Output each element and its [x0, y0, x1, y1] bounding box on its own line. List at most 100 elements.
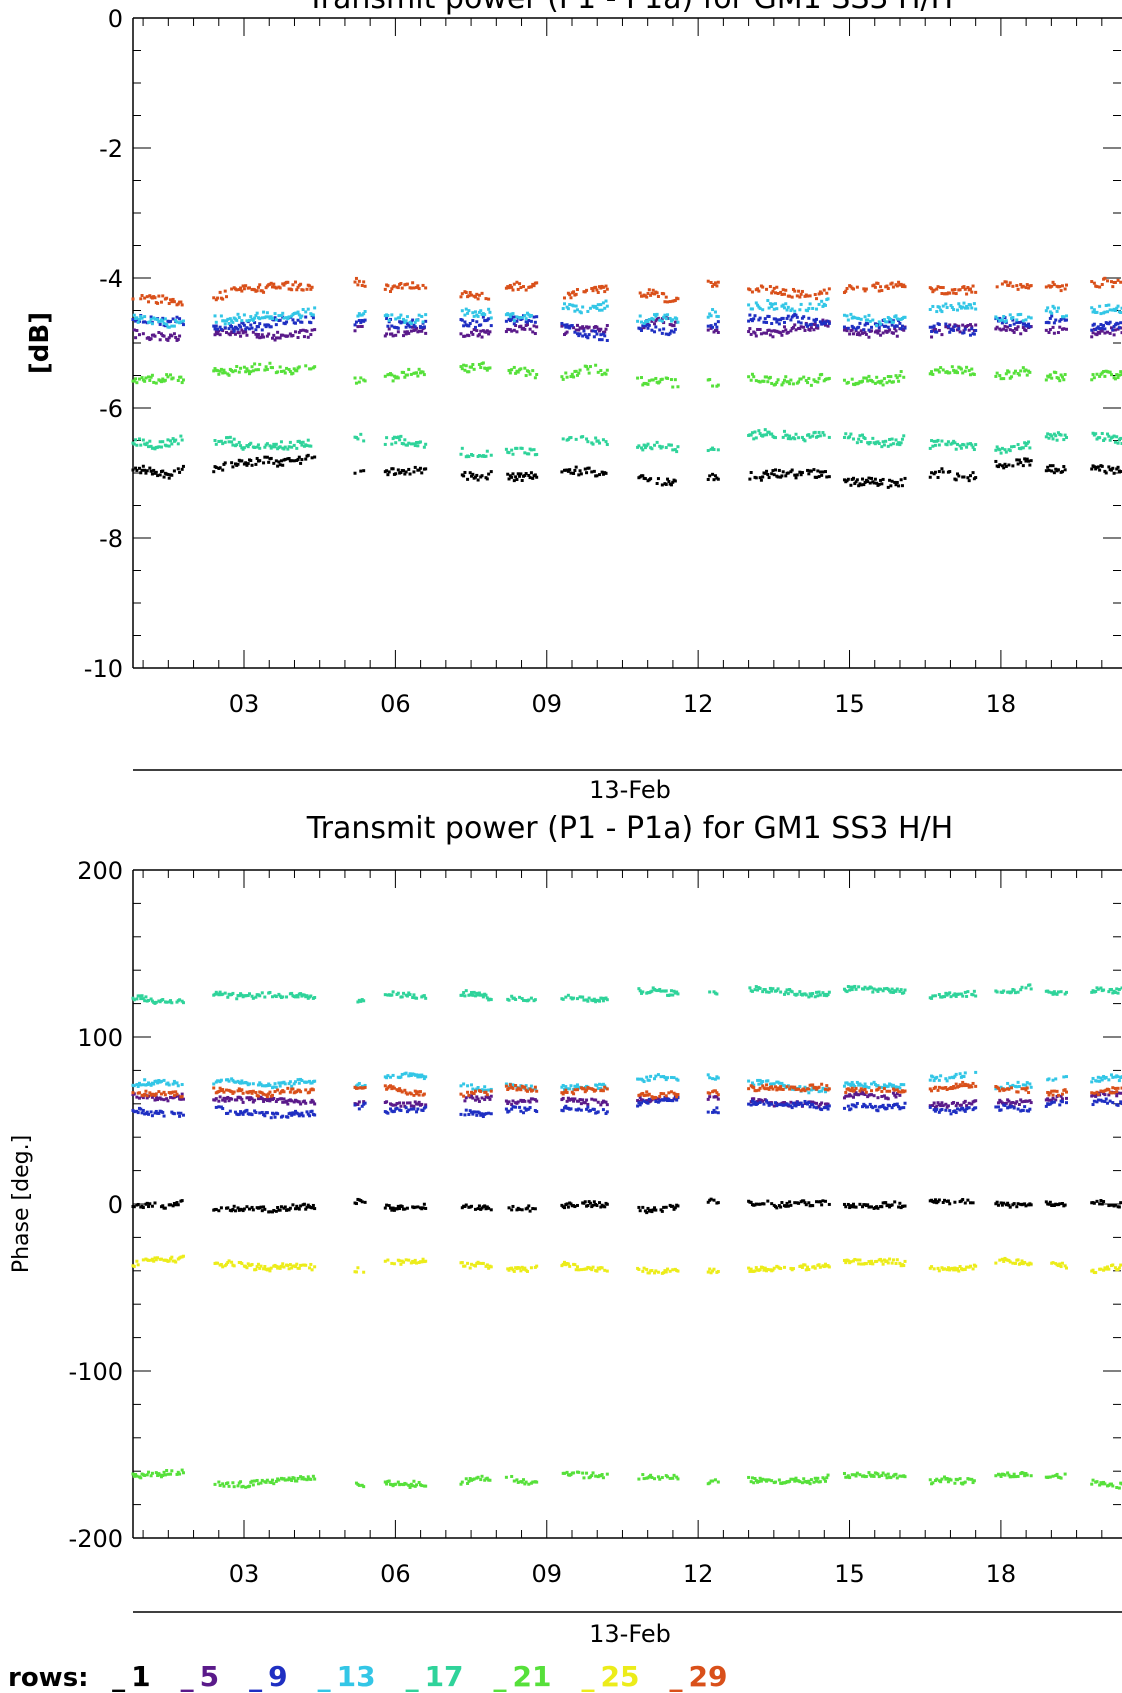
data-point-row-13	[952, 308, 955, 311]
data-point-row-21	[248, 1485, 251, 1488]
data-point-row-17	[486, 450, 489, 453]
data-point-row-1	[649, 477, 652, 480]
data-point-row-21	[898, 374, 901, 377]
data-point-row-5	[257, 333, 260, 336]
data-point-row-1	[897, 484, 900, 487]
data-point-row-21	[272, 1482, 275, 1485]
data-point-row-1	[1097, 465, 1100, 468]
data-point-row-13	[900, 1083, 903, 1086]
data-point-row-17	[896, 988, 899, 991]
data-point-row-17	[576, 997, 579, 1000]
data-point-row-21	[244, 370, 247, 373]
data-point-row-1	[1095, 1200, 1098, 1203]
data-point-row-21	[233, 1485, 236, 1488]
data-point-row-5	[800, 325, 803, 328]
data-point-row-21	[751, 1476, 754, 1479]
data-point-row-17	[1060, 434, 1063, 437]
data-point-row-21	[880, 380, 883, 383]
data-point-row-9	[661, 332, 664, 335]
data-point-row-13	[602, 301, 605, 304]
data-point-row-13	[818, 303, 821, 306]
data-point-row-29	[384, 288, 387, 291]
data-point-row-17	[398, 438, 401, 441]
data-point-row-13	[714, 310, 717, 313]
data-point-row-1	[807, 472, 810, 475]
data-point-row-1	[518, 1208, 521, 1211]
data-point-row-1	[964, 1201, 967, 1204]
data-point-row-9	[856, 1102, 859, 1105]
data-point-row-17	[419, 440, 422, 443]
data-point-row-5	[1015, 1100, 1018, 1103]
data-point-row-17	[161, 440, 164, 443]
data-point-row-13	[1092, 1077, 1095, 1080]
data-point-row-17	[508, 451, 511, 454]
data-point-row-5	[240, 1098, 243, 1101]
data-point-row-17	[564, 996, 567, 999]
data-point-row-17	[755, 436, 758, 439]
data-point-row-13	[676, 1079, 679, 1082]
data-point-row-13	[955, 1073, 958, 1076]
data-point-row-1	[275, 459, 278, 462]
data-point-row-1	[422, 1206, 425, 1209]
data-point-row-1	[775, 1206, 778, 1209]
data-point-row-5	[566, 331, 569, 334]
data-point-row-5	[407, 332, 410, 335]
data-point-row-5	[178, 335, 181, 338]
data-point-row-13	[567, 307, 570, 310]
data-point-row-9	[354, 323, 357, 326]
data-point-row-13	[137, 1085, 140, 1088]
data-point-row-1	[948, 470, 951, 473]
data-point-row-21	[510, 1475, 513, 1478]
data-point-row-21	[309, 367, 312, 370]
data-point-row-29	[535, 281, 538, 284]
data-point-row-21	[412, 1480, 415, 1483]
data-point-row-29	[1101, 283, 1104, 286]
data-point-row-9	[424, 1106, 427, 1109]
data-point-row-13	[282, 317, 285, 320]
data-point-row-21	[592, 1471, 595, 1474]
data-point-row-21	[788, 382, 791, 385]
data-point-row-17	[309, 445, 312, 448]
data-point-row-13	[658, 319, 661, 322]
data-point-row-17	[1023, 441, 1026, 444]
data-point-row-17	[814, 431, 817, 434]
data-point-row-21	[217, 1481, 220, 1484]
data-point-row-13	[1062, 1075, 1065, 1078]
data-point-row-17	[424, 997, 427, 1000]
data-point-row-21	[263, 369, 266, 372]
data-point-row-1	[1050, 470, 1053, 473]
data-point-row-21	[394, 1483, 397, 1486]
data-point-row-21	[523, 367, 526, 370]
data-point-row-13	[228, 322, 231, 325]
data-point-row-9	[410, 1108, 413, 1111]
data-point-row-9	[1000, 1108, 1003, 1111]
data-point-row-9	[1098, 327, 1101, 330]
data-point-row-1	[177, 1203, 180, 1206]
data-point-row-17	[891, 438, 894, 441]
data-point-row-1	[897, 1205, 900, 1208]
data-point-row-13	[656, 313, 659, 316]
data-point-row-9	[870, 326, 873, 329]
data-point-row-1	[819, 470, 822, 473]
data-point-row-21	[1103, 375, 1106, 378]
data-point-row-9	[178, 1115, 181, 1118]
data-point-row-1	[870, 1205, 873, 1208]
data-point-row-13	[1057, 307, 1060, 310]
data-point-row-9	[810, 323, 813, 326]
data-point-row-17	[787, 992, 790, 995]
data-point-row-29	[515, 281, 518, 284]
data-point-row-21	[588, 372, 591, 375]
data-point-row-5	[402, 1102, 405, 1105]
data-point-row-9	[1010, 1105, 1013, 1108]
data-point-row-29	[474, 296, 477, 299]
data-point-row-1	[896, 481, 899, 484]
data-point-row-17	[523, 451, 526, 454]
data-point-row-1	[221, 469, 224, 472]
data-point-row-29	[880, 289, 883, 292]
data-point-row-1	[1052, 464, 1055, 467]
data-point-row-13	[416, 319, 419, 322]
data-point-row-21	[1095, 373, 1098, 376]
data-point-row-17	[390, 994, 393, 997]
data-point-row-9	[673, 331, 676, 334]
data-point-row-1	[811, 1204, 814, 1207]
